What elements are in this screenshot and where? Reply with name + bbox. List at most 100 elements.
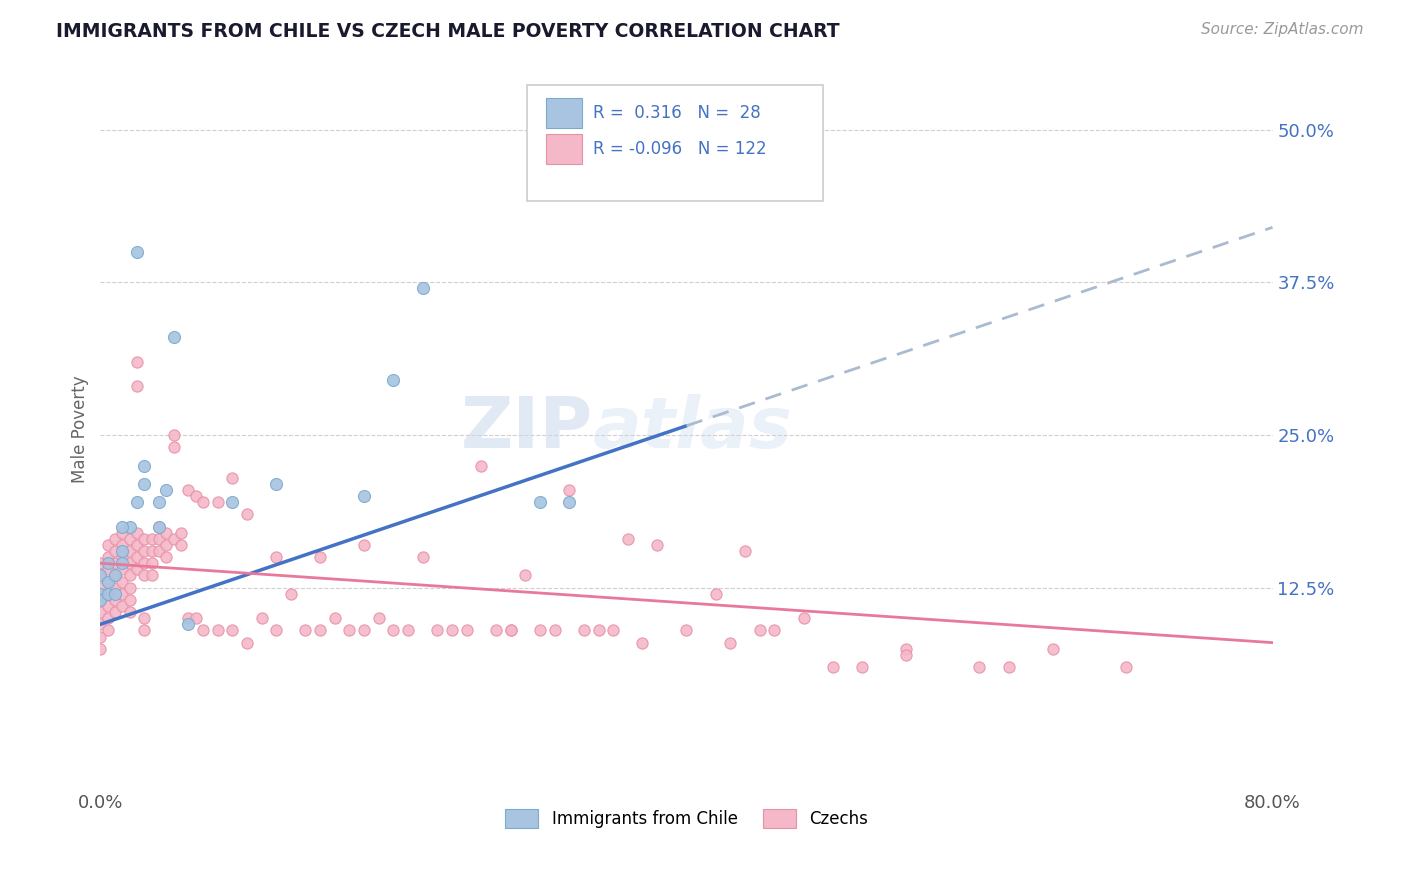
Point [412, 281, 434, 295]
Point [89, 581, 111, 595]
Point [89, 568, 111, 582]
Point [170, 538, 193, 552]
Point [896, 648, 918, 662]
Point [111, 556, 134, 570]
Point [97, 624, 120, 638]
Point [353, 538, 375, 552]
Point [125, 538, 148, 552]
Point [997, 660, 1019, 674]
Point [148, 544, 170, 558]
Point [191, 495, 214, 509]
Y-axis label: Male Poverty: Male Poverty [72, 375, 89, 483]
Point [339, 624, 361, 638]
Point [97, 556, 120, 570]
Point [89, 605, 111, 619]
Point [470, 458, 492, 473]
Point [675, 624, 697, 638]
Point [294, 624, 316, 638]
Point [821, 660, 844, 674]
Point [412, 550, 434, 565]
Point [155, 550, 177, 565]
Point [118, 593, 141, 607]
Point [104, 556, 127, 570]
Point [125, 495, 148, 509]
Point [97, 611, 120, 625]
Point [236, 508, 259, 522]
Point [104, 593, 127, 607]
Point [141, 568, 163, 582]
Point [1042, 641, 1064, 656]
Point [104, 587, 127, 601]
Point [969, 660, 991, 674]
Point [353, 624, 375, 638]
Point [177, 617, 200, 632]
Point [111, 587, 134, 601]
Point [396, 624, 419, 638]
Point [353, 489, 375, 503]
Point [588, 624, 610, 638]
Point [718, 635, 741, 649]
Point [97, 599, 120, 613]
Point [97, 562, 120, 576]
Point [264, 624, 287, 638]
Point [148, 519, 170, 533]
Point [851, 660, 873, 674]
Point [134, 458, 156, 473]
Point [221, 471, 243, 485]
Point [125, 550, 148, 565]
Text: IMMIGRANTS FROM CHILE VS CZECH MALE POVERTY CORRELATION CHART: IMMIGRANTS FROM CHILE VS CZECH MALE POVE… [56, 22, 839, 41]
Point [382, 624, 405, 638]
Point [382, 373, 405, 387]
Point [155, 538, 177, 552]
Point [111, 538, 134, 552]
Point [134, 544, 156, 558]
Point [155, 525, 177, 540]
Point [184, 489, 207, 503]
Point [264, 476, 287, 491]
Point [529, 624, 551, 638]
Point [125, 244, 148, 259]
Point [515, 568, 537, 582]
Text: Source: ZipAtlas.com: Source: ZipAtlas.com [1201, 22, 1364, 37]
Point [111, 562, 134, 576]
Point [896, 641, 918, 656]
Point [148, 519, 170, 533]
Point [104, 568, 127, 582]
Point [104, 605, 127, 619]
Point [148, 532, 170, 546]
Point [111, 519, 134, 533]
Point [602, 624, 624, 638]
Text: atlas: atlas [593, 394, 793, 463]
Point [631, 635, 654, 649]
Point [558, 495, 581, 509]
Point [250, 611, 273, 625]
Point [155, 483, 177, 497]
Point [221, 495, 243, 509]
Point [485, 624, 508, 638]
Point [543, 624, 565, 638]
Point [734, 544, 756, 558]
Point [141, 556, 163, 570]
Point [134, 532, 156, 546]
Point [104, 532, 127, 546]
Point [170, 525, 193, 540]
Text: ZIP: ZIP [460, 394, 593, 463]
Point [125, 379, 148, 393]
Point [97, 550, 120, 565]
Point [118, 544, 141, 558]
Point [162, 440, 184, 454]
Point [162, 330, 184, 344]
Point [97, 587, 120, 601]
Point [111, 544, 134, 558]
Point [184, 611, 207, 625]
Point [264, 550, 287, 565]
Point [118, 581, 141, 595]
Point [793, 611, 815, 625]
Point [125, 562, 148, 576]
Point [309, 550, 332, 565]
Point [89, 641, 111, 656]
Point [645, 538, 668, 552]
Point [529, 495, 551, 509]
Point [177, 483, 200, 497]
Point [89, 617, 111, 632]
